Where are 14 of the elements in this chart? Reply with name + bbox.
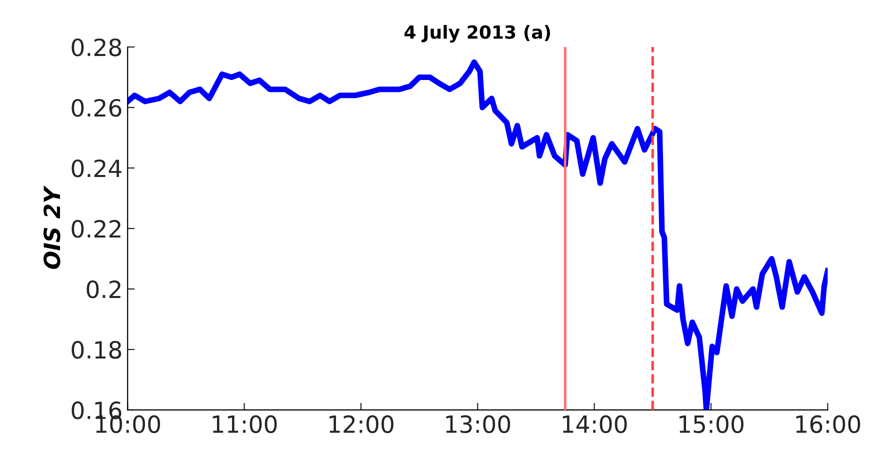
y-tick-label: 0.28 xyxy=(72,38,122,56)
x-tick-label: 15:00 xyxy=(680,415,744,434)
y-tick-label: 0.22 xyxy=(72,220,120,238)
x-tick-label: 16:00 xyxy=(796,415,860,434)
x-tick-label: 14:00 xyxy=(562,415,627,434)
x-tick-label: 11:00 xyxy=(212,415,277,434)
y-tick-label: 0.24 xyxy=(72,159,122,178)
y-tick-label: 0.18 xyxy=(72,340,122,359)
x-tick-label: 13:00 xyxy=(446,415,510,434)
y-tick-label: 0.26 xyxy=(72,98,122,117)
x-tick-label: 12:00 xyxy=(330,415,394,434)
y-tick-label: 0.2 xyxy=(86,280,120,298)
chart-title: 4 July 2013 (a) xyxy=(404,24,550,43)
y-axis-title: OIS 2Y xyxy=(44,185,60,269)
